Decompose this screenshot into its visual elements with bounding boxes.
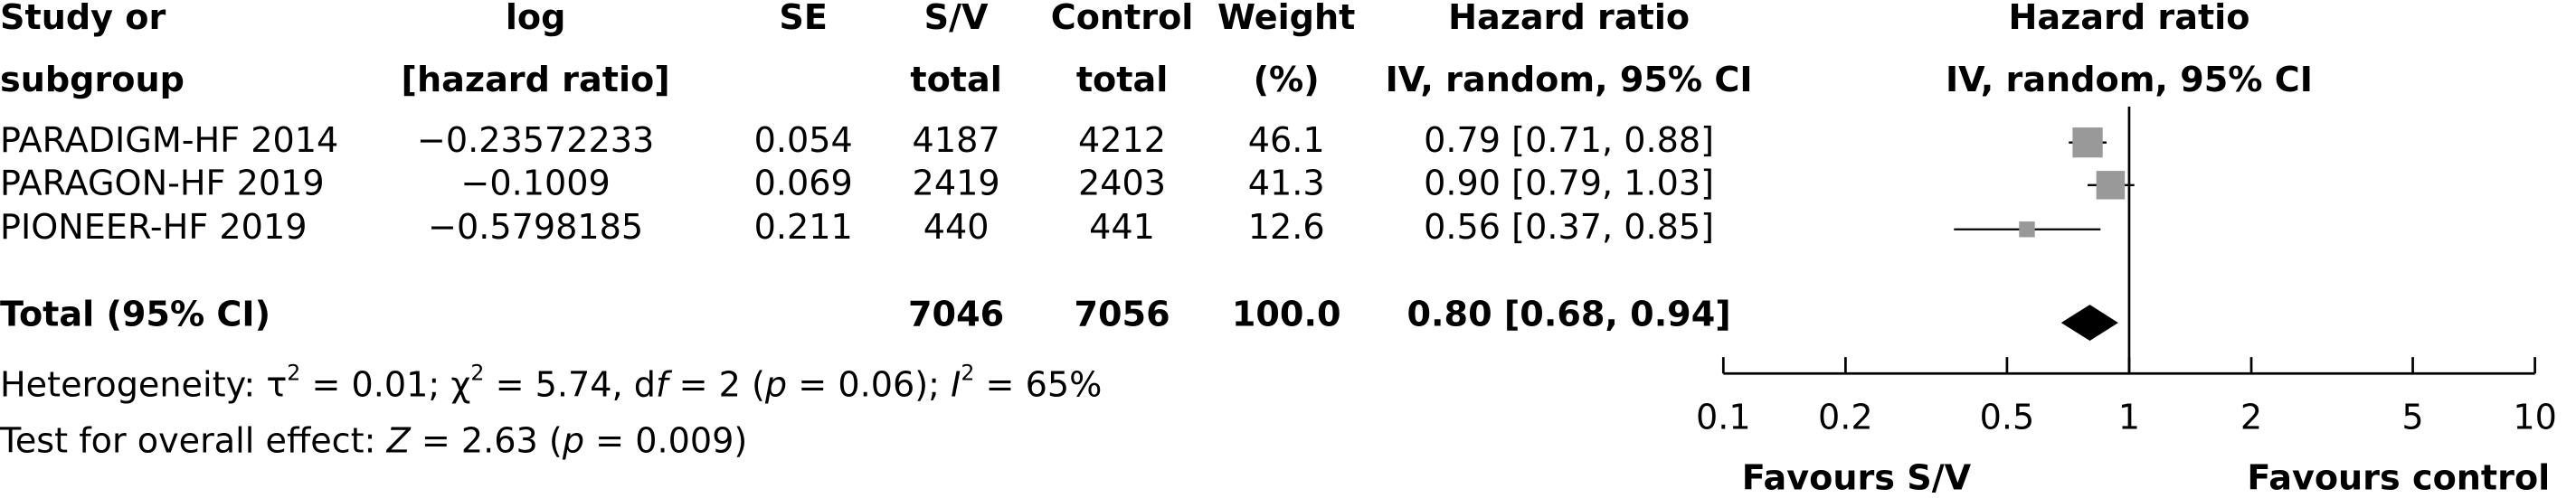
text-segment: 2 <box>287 360 300 385</box>
cell: 0.56 [0.37, 0.85] <box>1424 207 1714 247</box>
cell: −0.1009 <box>460 163 610 202</box>
total-diamond <box>2060 305 2118 341</box>
text-segment: = 65% <box>974 364 1102 404</box>
cell: 12.6 <box>1248 207 1325 247</box>
text-segment: = 0.009) <box>584 420 747 460</box>
column-header: Hazard ratio <box>2008 0 2249 37</box>
overall-effect-note: Test for overall effect: Z = 2.63 (p = 0… <box>0 420 747 460</box>
column-header: IV, random, 95% CI <box>1946 60 2313 99</box>
x-tick-label: 5 <box>2401 398 2423 437</box>
cell: PIONEER-HF 2019 <box>0 207 307 247</box>
heterogeneity-note: Heterogeneity: τ2 = 0.01; χ2 = 5.74, df … <box>0 360 1102 404</box>
cell: 0.79 [0.71, 0.88] <box>1424 120 1714 160</box>
column-header: total <box>910 60 1001 99</box>
x-label-left: Favours S/V <box>1742 458 1972 498</box>
x-label-right: Favours control <box>2247 458 2550 498</box>
cell: −0.5798185 <box>428 207 643 247</box>
cell: 0.054 <box>754 120 853 160</box>
x-tick-label: 0.5 <box>1980 398 2035 437</box>
column-header: log <box>506 0 566 37</box>
x-tick-label: 2 <box>2240 398 2262 437</box>
column-header: (%) <box>1254 60 1320 99</box>
total-cell: 7046 <box>908 294 1004 334</box>
column-header: IV, random, 95% CI <box>1386 60 1753 99</box>
cell: 2403 <box>1078 163 1166 202</box>
cell: 441 <box>1089 207 1155 247</box>
text-segment: = 2.63 ( <box>411 420 563 460</box>
x-tick-label: 0.1 <box>1696 398 1751 437</box>
study-marker <box>2096 171 2126 200</box>
text-segment: p <box>764 364 787 404</box>
cell: 0.90 [0.79, 1.03] <box>1424 163 1714 202</box>
column-header: [hazard ratio] <box>402 60 670 99</box>
study-marker <box>2019 221 2035 238</box>
cell: PARAGON-HF 2019 <box>0 163 325 202</box>
column-header: Control <box>1051 0 1194 37</box>
column-header: Weight <box>1217 0 1355 37</box>
cell: 4187 <box>913 120 1000 160</box>
total-cell: 100.0 <box>1232 294 1341 334</box>
text-segment: Test for overall effect: <box>0 420 387 460</box>
cell: 0.211 <box>754 207 853 247</box>
text-segment: 2 <box>470 360 484 385</box>
total-cell: 0.80 [0.68, 0.94] <box>1407 294 1731 334</box>
column-header: Study or <box>0 0 166 37</box>
cell: PARADIGM-HF 2014 <box>0 120 338 160</box>
text-segment: I <box>951 364 961 404</box>
cell: 2419 <box>913 163 1000 202</box>
cell: 46.1 <box>1248 120 1325 160</box>
cell: 440 <box>923 207 990 247</box>
cell: −0.23572233 <box>417 120 654 160</box>
text-segment: 2 <box>961 360 974 385</box>
study-marker <box>2072 127 2103 158</box>
x-tick-label: 0.2 <box>1818 398 1873 437</box>
cell: 41.3 <box>1248 163 1325 202</box>
column-header: SE <box>779 0 828 37</box>
cell: 0.069 <box>754 163 853 202</box>
column-header: Hazard ratio <box>1448 0 1690 37</box>
x-tick-label: 10 <box>2513 398 2557 437</box>
text-segment: Heterogeneity: τ <box>0 364 287 404</box>
column-header: S/V <box>924 0 989 37</box>
text-segment: p <box>562 420 584 460</box>
column-header: subgroup <box>0 60 185 99</box>
column-header: total <box>1076 60 1168 99</box>
text-segment: = 5.74, d <box>484 364 656 404</box>
x-tick-label: 1 <box>2118 398 2140 437</box>
cell: 4212 <box>1078 120 1166 160</box>
total-cell: Total (95% CI) <box>0 294 270 334</box>
text-segment: Z <box>386 420 412 460</box>
text-segment: = 0.01; χ <box>300 364 470 404</box>
text-segment: = 0.06); <box>787 364 951 404</box>
total-cell: 7056 <box>1074 294 1170 334</box>
text-segment: = 2 ( <box>668 364 764 404</box>
